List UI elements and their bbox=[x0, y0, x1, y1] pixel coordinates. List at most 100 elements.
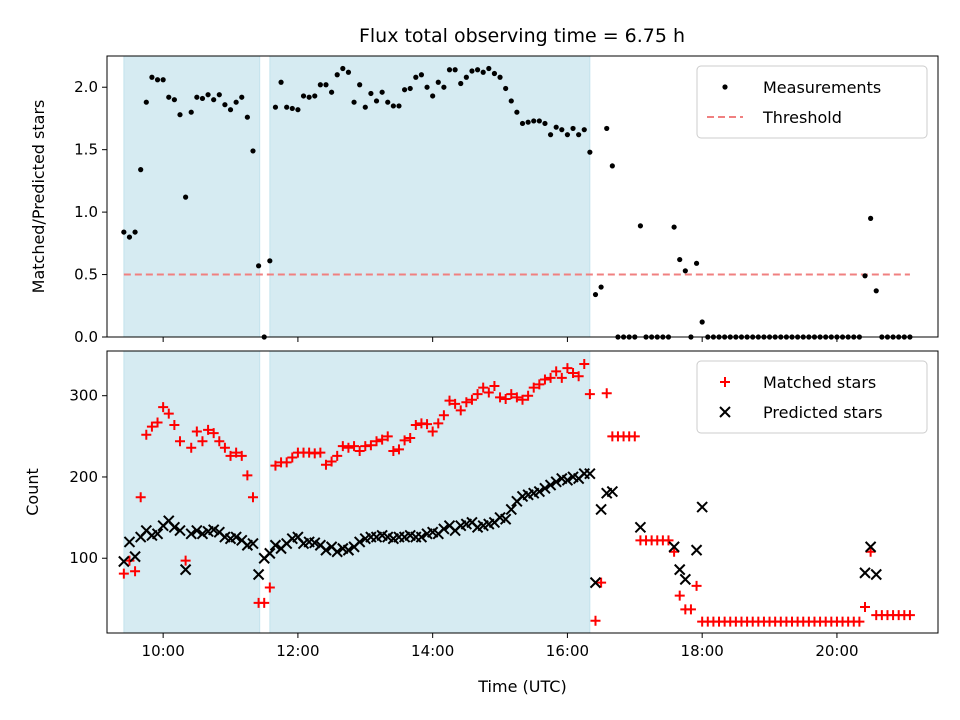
matched-stars-point bbox=[685, 604, 696, 615]
measurement-point bbox=[671, 224, 677, 230]
predicted-stars-point bbox=[353, 536, 366, 548]
matched-stars-point bbox=[860, 601, 871, 612]
measurement-point bbox=[435, 79, 441, 85]
legend: Matched stars Predicted stars bbox=[696, 360, 928, 434]
y-tick-label: 300 bbox=[69, 387, 98, 405]
x-tick-label: 14:00 bbox=[411, 642, 454, 660]
matched-stars-point bbox=[568, 367, 579, 378]
matched-stars-point bbox=[214, 436, 225, 447]
measurement-point bbox=[295, 107, 301, 113]
measurement-point bbox=[576, 132, 582, 138]
measurement-point bbox=[508, 98, 514, 104]
matched-stars-point bbox=[158, 402, 169, 413]
measurement-point bbox=[171, 97, 177, 103]
measurement-point bbox=[239, 94, 245, 100]
measurement-point bbox=[256, 263, 262, 269]
y-tick-label: 2.0 bbox=[74, 78, 98, 96]
matched-stars-point bbox=[152, 417, 163, 428]
measurement-point bbox=[430, 93, 436, 99]
predicted-stars-point bbox=[696, 501, 708, 513]
measurement-point bbox=[188, 109, 194, 115]
matched-stars-point bbox=[450, 398, 461, 409]
measurement-point bbox=[418, 72, 425, 78]
measurement-point bbox=[143, 99, 149, 105]
measurement-point bbox=[592, 291, 599, 298]
x-tick-label: 16:00 bbox=[546, 642, 589, 660]
predicted-stars-point bbox=[864, 541, 877, 553]
matched-stars-point bbox=[534, 379, 545, 390]
measurement-point bbox=[351, 99, 357, 105]
measurement-point bbox=[317, 82, 323, 88]
measurement-point bbox=[362, 104, 368, 110]
matched-stars-point bbox=[663, 535, 674, 546]
measurement-point bbox=[396, 103, 402, 109]
observing-interval-shade bbox=[269, 350, 591, 634]
matched-stars-point bbox=[337, 441, 348, 452]
matched-stars-point bbox=[405, 432, 416, 443]
measurement-point bbox=[183, 194, 189, 200]
matched-stars-point bbox=[236, 450, 247, 461]
measurement-point bbox=[149, 74, 155, 80]
matched-stars-point bbox=[146, 421, 157, 432]
measurement-point bbox=[138, 167, 144, 173]
x-tick-label: 20:00 bbox=[815, 642, 858, 660]
x-tick-label: 12:00 bbox=[276, 642, 319, 660]
matched-stars-point bbox=[466, 394, 477, 405]
matched-stars-point bbox=[629, 431, 640, 442]
measurement-point bbox=[536, 118, 542, 124]
measurement-point bbox=[682, 268, 688, 274]
measurement-point bbox=[469, 68, 475, 74]
matched-stars-point bbox=[691, 580, 702, 591]
matched-stars-point bbox=[500, 393, 511, 404]
measurement-point bbox=[873, 288, 879, 294]
measurement-point bbox=[458, 80, 464, 87]
y-tick-label: 100 bbox=[69, 549, 98, 567]
chart-title: Flux total observing time = 6.75 h bbox=[359, 25, 685, 47]
measurement-point bbox=[503, 85, 509, 92]
measurement-point bbox=[345, 69, 352, 75]
predicted-stars-point bbox=[252, 568, 265, 581]
legend-marker-dot bbox=[722, 84, 728, 90]
measurement-point bbox=[328, 89, 335, 95]
measurement-point bbox=[564, 132, 571, 138]
matched-stars-point bbox=[433, 418, 444, 429]
predicted-stars-point bbox=[151, 528, 164, 540]
measurement-point bbox=[357, 82, 363, 88]
predicted-stars-point bbox=[533, 485, 546, 498]
measurement-point bbox=[452, 67, 458, 73]
predicted-stars-point bbox=[690, 544, 703, 556]
measurement-point bbox=[334, 72, 340, 78]
matched-stars-point bbox=[388, 445, 399, 456]
measurement-point bbox=[227, 107, 234, 113]
matched-stars-point bbox=[472, 389, 483, 400]
measurement-point bbox=[407, 85, 413, 92]
measurement-point bbox=[244, 114, 250, 120]
measurement-point bbox=[474, 67, 481, 73]
matched-stars-point bbox=[326, 456, 337, 467]
matched-stars-point bbox=[231, 447, 242, 458]
matched-stars-point bbox=[444, 395, 455, 406]
matched-stars-point bbox=[601, 388, 612, 399]
matched-stars-point bbox=[410, 419, 421, 430]
predicted-stars-point bbox=[269, 539, 282, 551]
predicted-stars-point bbox=[230, 531, 242, 543]
measurement-point bbox=[385, 99, 391, 105]
predicted-stars-point bbox=[191, 524, 203, 537]
predicted-stars-point bbox=[123, 536, 136, 548]
predicted-stars-point bbox=[185, 528, 197, 540]
predicted-stars-point bbox=[179, 563, 192, 576]
matched-stars-point bbox=[315, 447, 326, 458]
measurement-point bbox=[160, 77, 166, 83]
measurement-point bbox=[126, 234, 133, 240]
measurement-point bbox=[677, 256, 683, 263]
measurement-point bbox=[312, 93, 318, 99]
measurement-point bbox=[154, 77, 161, 83]
matched-stars-point bbox=[669, 546, 680, 557]
measurement-point bbox=[379, 89, 385, 95]
legend-label: Measurements bbox=[763, 78, 881, 97]
axes-frame bbox=[106, 350, 939, 634]
legend-label: Threshold bbox=[762, 108, 842, 127]
matched-stars-point bbox=[141, 429, 152, 440]
legend-box bbox=[696, 360, 928, 434]
